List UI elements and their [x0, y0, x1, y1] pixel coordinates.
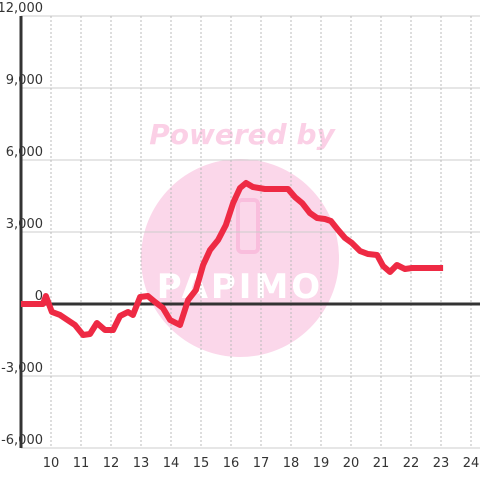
x-tick-label: 18 — [283, 456, 300, 471]
y-tick-label: 12,000 — [0, 1, 43, 16]
y-tick-label: 3,000 — [6, 217, 43, 232]
x-tick-label: 21 — [373, 456, 390, 471]
x-tick-label: 14 — [163, 456, 180, 471]
x-tick-label: 22 — [403, 456, 420, 471]
line — [21, 179, 444, 339]
y-tick-label: -3,000 — [1, 361, 43, 376]
x-tick-label: 20 — [343, 456, 360, 471]
x-tick-label: 19 — [313, 456, 330, 471]
x-tick-label: 16 — [223, 456, 240, 471]
x-tick-label: 11 — [73, 456, 90, 471]
x-tick-label: 12 — [103, 456, 120, 471]
x-tick-label: 24 — [463, 456, 480, 471]
logo-text: PAPIMO — [157, 267, 323, 307]
x-tick-label: 13 — [133, 456, 150, 471]
y-tick-label: 6,000 — [6, 145, 43, 160]
x-tick-label: 15 — [193, 456, 210, 471]
x-tick-label: 23 — [433, 456, 450, 471]
x-tick-label: 17 — [253, 456, 270, 471]
y-tick-label: 9,000 — [6, 73, 43, 88]
y-tick-label: -6,000 — [1, 433, 43, 448]
watermark: Powered by — [149, 118, 336, 151]
logo-circle — [141, 159, 339, 357]
x-tick-label: 10 — [43, 456, 60, 471]
logo-icon — [236, 198, 260, 254]
y-tick-label: 0 — [35, 289, 43, 304]
